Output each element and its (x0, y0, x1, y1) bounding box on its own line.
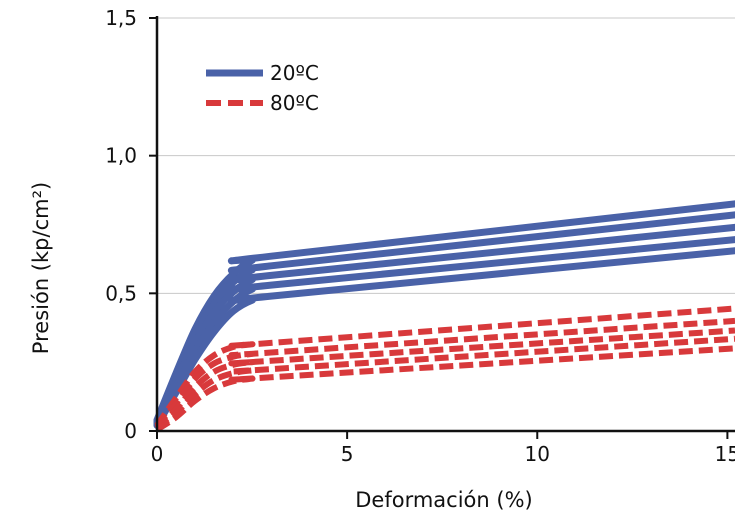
x-tick-label: 10 (525, 442, 550, 466)
x-axis-title: Deformación (%) (355, 488, 532, 512)
gridlines (157, 17, 735, 294)
series-line-80c (154, 305, 735, 428)
x-tick-label: 15 (715, 442, 735, 466)
y-axis-title: Presión (kp/cm²) (29, 182, 53, 354)
x-tick-label: 0 (151, 442, 164, 466)
y-tick-label: 0 (124, 419, 137, 443)
series-line-80c (155, 335, 735, 432)
y-tick-label: 1,0 (105, 144, 137, 168)
y-tick-label: 1,5 (105, 6, 137, 30)
series-line-80c (154, 317, 735, 429)
series-line-20c (153, 247, 735, 429)
x-tick-labels: 0 5 10 15 (151, 442, 735, 466)
series-lines (153, 200, 735, 433)
y-tick-labels: 0 0,5 1,0 1,5 (105, 6, 137, 443)
x-tick-label: 5 (341, 442, 354, 466)
y-tick-label: 0,5 (105, 281, 137, 305)
axes (149, 16, 735, 439)
legend-label: 20ºC (270, 61, 319, 85)
series-line-80c (155, 345, 735, 433)
legend-label: 80ºC (270, 91, 319, 115)
legend: 20ºC 80ºC (206, 61, 319, 115)
